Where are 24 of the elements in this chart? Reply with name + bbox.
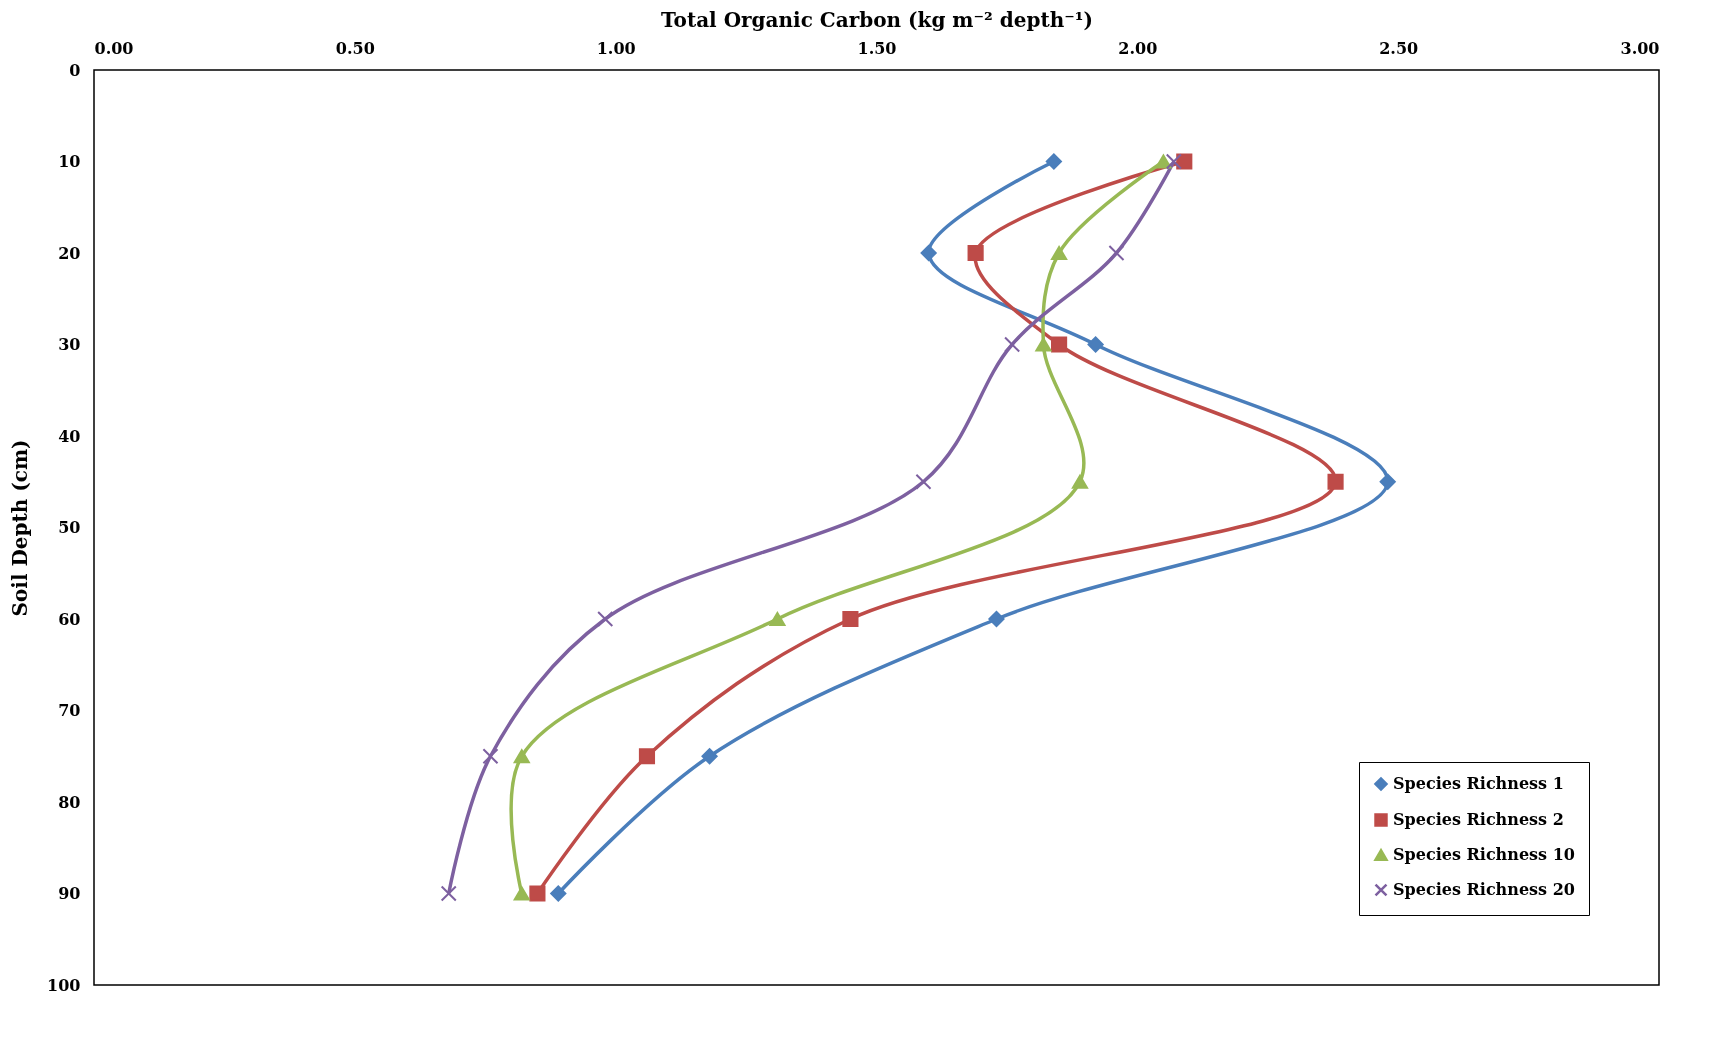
x-tick-label: 2.00 — [1118, 38, 1158, 58]
y-tick-label: 30 — [58, 335, 81, 354]
y-tick-label: 40 — [58, 426, 81, 446]
y-tick-label: 100 — [47, 975, 81, 995]
x-tick-label: 1.50 — [857, 38, 897, 58]
legend-label: Species Richness 1 — [1393, 774, 1564, 793]
y-tick-label: 10 — [58, 152, 81, 171]
y-tick-label: 20 — [58, 243, 81, 263]
y-tick-label: 90 — [58, 884, 81, 903]
y-tick-label: 50 — [58, 518, 81, 537]
x-axis-title: Total Organic Carbon (kg m⁻² depth⁻¹) — [660, 7, 1094, 32]
y-tick-label: 70 — [58, 701, 81, 720]
legend-label: Species Richness 2 — [1393, 810, 1564, 829]
x-tick-label: 0.50 — [335, 38, 375, 58]
x-tick-label: 2.50 — [1379, 38, 1419, 58]
x-tick-label: 1.00 — [596, 38, 636, 58]
legend-label: Species Richness 10 — [1393, 845, 1575, 864]
y-tick-label: 80 — [58, 792, 81, 812]
y-tick-label: 0 — [69, 60, 81, 80]
legend-label: Species Richness 20 — [1393, 880, 1575, 899]
y-axis-title: Soil Depth (cm) — [8, 439, 33, 617]
y-tick-label: 60 — [58, 609, 81, 629]
x-tick-label: 3.00 — [1620, 38, 1660, 58]
x-tick-label: 0.00 — [94, 38, 134, 58]
